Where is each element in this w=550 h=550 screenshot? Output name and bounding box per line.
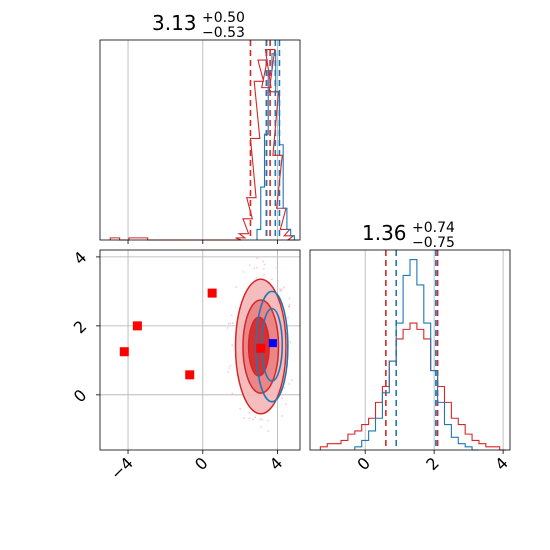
joint-sample-point (242, 271, 245, 273)
joint-sample-point (256, 257, 259, 260)
hist-param2-title: 1.36 +0.74 −0.75 (362, 217, 460, 251)
joint-sample-point (267, 419, 269, 422)
hist-param1-frame (99, 39, 301, 241)
joint-red-marker-1 (132, 321, 142, 331)
joint-sample-point (288, 383, 290, 385)
p2-xtick-label-1: 2 (422, 453, 443, 474)
joint-sample-point (255, 277, 258, 279)
joint-red-marker-4 (256, 343, 266, 353)
hist-param2-title-minus: −0.75 (412, 235, 455, 251)
joint-sample-point (226, 327, 229, 329)
joint-sample-point (288, 305, 290, 308)
joint-red-marker-3 (185, 370, 195, 380)
joint-red-marker-0 (207, 288, 217, 298)
joint-xtick-label-0: −4 (107, 453, 137, 483)
joint-panel: −4 0 4 0 2 4 (70, 248, 301, 484)
hist-panel-param1: 3.13 +0.50 −0.53 (99, 7, 301, 244)
joint-sample-point (231, 392, 234, 395)
joint-sample-point (231, 322, 234, 324)
joint-sample-point (228, 367, 231, 369)
joint-sample-point (279, 288, 281, 290)
joint-sample-point (270, 278, 273, 281)
joint-xtick-label-1: 0 (191, 453, 212, 474)
joint-sample-point (231, 344, 234, 347)
joint-sample-point (276, 266, 278, 269)
joint-ytick-label-0: 0 (70, 386, 91, 407)
joint-sample-point (288, 303, 291, 306)
joint-sample-point (267, 430, 270, 432)
joint-ytick-label-1: 2 (70, 317, 91, 338)
joint-red-marker-2 (119, 347, 129, 357)
p1-hist-blue (256, 53, 299, 241)
joint-ytick-label-2: 4 (70, 248, 91, 269)
joint-sample-point (289, 341, 292, 344)
hist-param1-title-plus: +0.50 (202, 10, 245, 26)
hist-param2-title-plus: +0.74 (412, 220, 455, 236)
joint-sample-point (248, 411, 251, 414)
joint-frame (99, 249, 301, 451)
joint-sample-point (252, 418, 255, 421)
hist-param2-title-value: 1.36 (362, 221, 407, 245)
joint-sample-point (263, 274, 266, 277)
hist-param1-title: 3.13 +0.50 −0.53 (152, 7, 250, 41)
joint-sample-point (290, 379, 293, 381)
p1-hist-red (109, 48, 298, 241)
joint-sample-point (284, 403, 287, 406)
joint-sample-point (229, 364, 232, 367)
joint-sample-point (259, 425, 262, 428)
joint-sample-point (261, 418, 264, 421)
joint-sample-point (276, 280, 279, 282)
joint-sample-point (227, 322, 230, 325)
joint-sample-point (259, 418, 262, 421)
joint-sample-point (281, 397, 284, 400)
joint-sample-point (229, 322, 232, 325)
joint-sample-point (283, 286, 286, 289)
joint-blue-contour-0 (255, 290, 289, 403)
joint-sample-point (281, 288, 284, 291)
joint-sample-point (279, 289, 282, 292)
joint-sample-point (263, 263, 266, 266)
joint-sample-point (288, 297, 291, 300)
joint-sample-point (239, 407, 242, 410)
p2-hist-red (319, 322, 507, 451)
p2-xtick-label-2: 4 (491, 453, 512, 474)
p2-xtick-label-0: 0 (353, 453, 374, 474)
joint-sample-point (248, 417, 251, 420)
joint-blue-marker-0 (268, 339, 277, 348)
joint-sample-point (283, 387, 285, 389)
hist-param1-title-minus: −0.53 (202, 25, 245, 41)
joint-xtick-label-2: 4 (266, 453, 287, 474)
joint-sample-point (230, 314, 233, 317)
joint-sample-point (248, 264, 251, 267)
joint-sample-point (287, 316, 289, 319)
joint-sample-point (256, 266, 258, 269)
joint-sample-point (242, 417, 245, 420)
joint-sample-point (253, 267, 256, 270)
joint-sample-point (235, 286, 238, 288)
joint-sample-point (280, 415, 283, 417)
hist-param2-frame (309, 249, 511, 451)
hist-panel-param2: 0 2 4 1.36 +0.74 −0.75 (309, 217, 512, 474)
joint-sample-point (263, 268, 265, 270)
p2-hist-blue (354, 258, 479, 451)
joint-sample-point (227, 370, 230, 373)
joint-sample-point (262, 260, 264, 263)
joint-sample-point (254, 416, 257, 419)
hist-param1-title-value: 3.13 (152, 11, 197, 35)
